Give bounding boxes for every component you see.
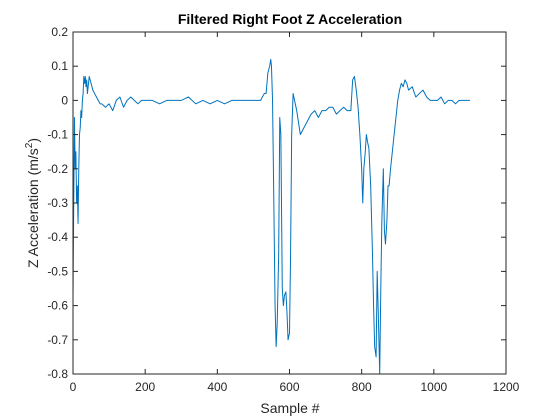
y-tick-label: -0.2: [47, 162, 68, 176]
y-tick-label: 0.1: [51, 59, 68, 73]
x-tick-label: 0: [70, 380, 77, 394]
y-axis-label: Z Acceleration (m/s2): [24, 138, 41, 268]
y-tick-label: -0.7: [47, 333, 68, 347]
y-tick-label: -0.8: [47, 367, 68, 381]
y-tick-label: -0.5: [47, 264, 68, 278]
x-tick-label: 600: [279, 380, 299, 394]
y-tick-label: -0.1: [47, 128, 68, 142]
y-tick-label: 0: [61, 93, 68, 107]
y-tick-label: -0.6: [47, 299, 68, 313]
x-tick-label: 1000: [420, 380, 447, 394]
x-tick-label: 400: [207, 380, 227, 394]
x-tick-label: 1200: [493, 380, 520, 394]
y-axis-label-main: Z Acceleration (m/s: [25, 148, 41, 268]
y-tick-label: 0.2: [51, 25, 68, 39]
x-tick-label: 200: [135, 380, 155, 394]
x-axis-label: Sample #: [260, 400, 319, 416]
plot-area: 0 200 400 600 800 1000 1200 0.2 0.1 0 -0.1 -0.2 -0.3…: [47, 25, 519, 394]
y-tick-label: -0.4: [47, 230, 68, 244]
x-tick-label: 800: [352, 380, 372, 394]
chart-title: Filtered Right Foot Z Acceleration: [178, 11, 402, 27]
y-tick-label: -0.3: [47, 196, 68, 210]
y-axis-label-close: ): [25, 138, 41, 143]
